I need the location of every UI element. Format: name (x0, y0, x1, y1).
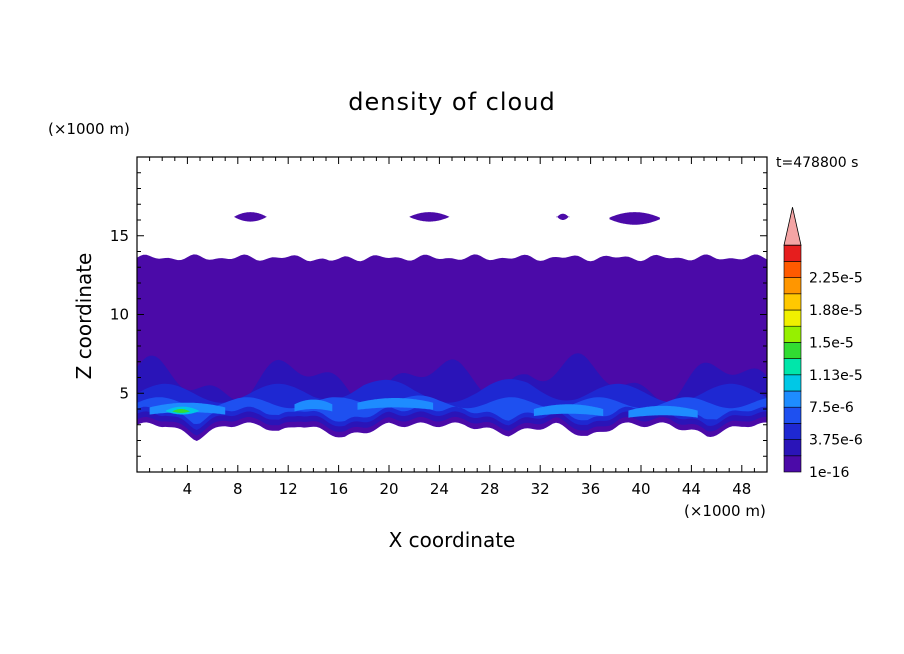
colorbar-swatch (783, 293, 802, 311)
x-tick-label: 20 (379, 480, 398, 498)
x-tick-label: 32 (531, 480, 550, 498)
x-tick-label: 4 (183, 480, 193, 498)
z-tick-label: 15 (110, 227, 129, 245)
x-tick-label: 16 (329, 480, 348, 498)
x-tick-label: 12 (279, 480, 298, 498)
colorbar-label: 1.5e-5 (809, 335, 854, 351)
colorbar-swatch (783, 309, 802, 327)
z-tick-label: 10 (110, 306, 129, 324)
x-tick-label: 8 (233, 480, 243, 498)
colorbar-label: 3.75e-6 (809, 433, 863, 449)
z-tick-label: 5 (119, 384, 129, 402)
colorbar-swatch (783, 390, 802, 408)
x-tick-label: 40 (631, 480, 650, 498)
contour-level-5 (533, 404, 604, 417)
colorbar-extend-arrow (783, 207, 802, 246)
colorbar-swatch (783, 374, 802, 392)
colorbar-swatch (783, 358, 802, 376)
cloud-patch (556, 213, 570, 220)
cloud-patch (609, 212, 660, 225)
x-tick-label: 28 (480, 480, 499, 498)
colorbar-swatch (783, 423, 802, 440)
colorbar-swatch (783, 325, 802, 343)
colorbar-label: 1e-16 (809, 465, 849, 481)
colorbar-swatch (783, 342, 802, 359)
x-tick-label: 48 (732, 480, 751, 498)
x-tick-label: 36 (581, 480, 600, 498)
time-label: t=478800 s (776, 155, 859, 171)
contour-level-3 (137, 379, 767, 430)
x-tick-label: 24 (430, 480, 449, 498)
cloud-patch (234, 212, 267, 222)
colorbar-label: 1.88e-5 (809, 303, 863, 319)
colorbar-swatch (783, 406, 802, 424)
colorbar-swatch (783, 277, 802, 295)
x-tick-label: 44 (682, 480, 701, 498)
colorbar-label: 2.25e-5 (809, 271, 863, 287)
contour-plot-area (137, 212, 767, 441)
colorbar-label: 1.13e-5 (809, 368, 863, 384)
contour-level-5 (357, 398, 434, 410)
cloud-patch (409, 212, 450, 222)
contour-level-5 (294, 399, 333, 412)
colorbar-swatch (783, 439, 802, 457)
colorbar-swatch (783, 261, 802, 278)
colorbar-swatch (783, 455, 802, 473)
z-axis-unit: (×1000 m) (48, 120, 130, 138)
contour-level-7 (172, 409, 190, 413)
colorbar-label: 7.5e-6 (809, 400, 854, 416)
chart-title: density of cloud (348, 88, 556, 116)
x-axis-label: X coordinate (388, 528, 516, 552)
colorbar-swatch (783, 244, 802, 262)
x-axis-unit: (×1000 m) (684, 502, 766, 520)
colorbar: 1e-16 3.75e-6 7.5e-6 1.13e-5 1.5e-5 1.88e-5 2.… (783, 207, 863, 481)
contour-level-4 (137, 395, 767, 424)
contour-level-5 (628, 405, 698, 418)
